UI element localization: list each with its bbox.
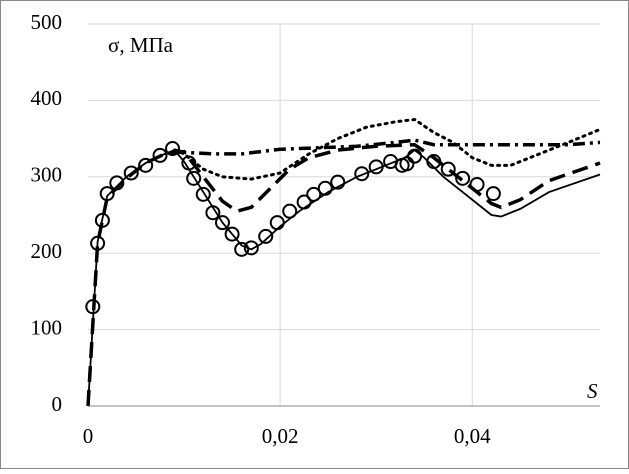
marker bbox=[258, 228, 274, 244]
y-tick-label: 400 bbox=[31, 86, 63, 110]
marker bbox=[224, 226, 240, 242]
marker bbox=[407, 148, 423, 164]
marker bbox=[214, 215, 230, 231]
y-tick-label: 100 bbox=[31, 315, 63, 339]
x-tick-label: 0,02 bbox=[262, 424, 299, 448]
line bbox=[174, 138, 601, 156]
marker bbox=[399, 156, 415, 172]
y-tick-label: 500 bbox=[31, 10, 63, 34]
marker bbox=[243, 240, 259, 256]
marker bbox=[485, 186, 501, 202]
y-tick-label: 200 bbox=[31, 239, 63, 263]
line bbox=[86, 142, 601, 407]
marker bbox=[455, 170, 471, 186]
marker bbox=[330, 174, 346, 190]
y-tick-label: 0 bbox=[52, 392, 63, 416]
marker bbox=[165, 141, 181, 157]
marker bbox=[152, 147, 168, 163]
x-tick-label: 0 bbox=[83, 424, 94, 448]
y-axis-label: σ, МПа bbox=[108, 33, 174, 57]
marker bbox=[205, 205, 221, 221]
marker bbox=[368, 159, 384, 175]
marker bbox=[234, 241, 250, 257]
marker bbox=[138, 157, 154, 173]
marker bbox=[195, 186, 211, 202]
marker bbox=[306, 186, 322, 202]
marker bbox=[123, 165, 139, 181]
x-tick-label: 0,04 bbox=[454, 424, 491, 448]
marker bbox=[317, 180, 333, 196]
line bbox=[172, 117, 602, 181]
marker bbox=[296, 194, 312, 210]
marker bbox=[354, 166, 370, 182]
marker bbox=[440, 161, 456, 177]
marker bbox=[282, 203, 298, 219]
marker bbox=[186, 170, 202, 186]
marker bbox=[269, 215, 285, 231]
x-axis-label: S bbox=[587, 379, 598, 403]
y-tick-label: 300 bbox=[31, 163, 63, 187]
